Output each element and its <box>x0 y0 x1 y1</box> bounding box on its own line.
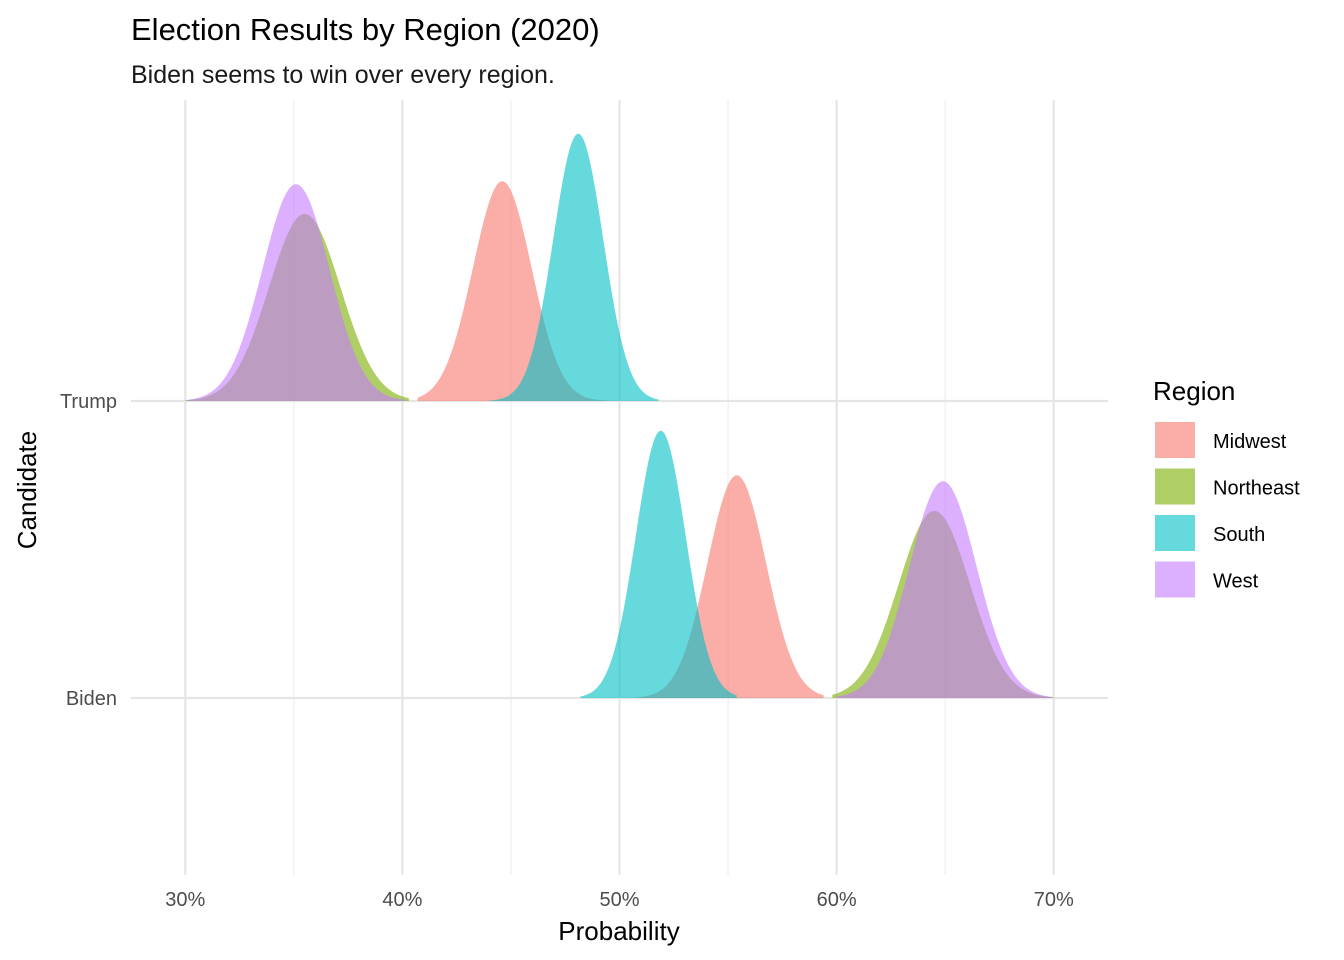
legend: Region Midwest Northeast South West <box>1153 376 1300 598</box>
x-axis-title: Probability <box>558 916 679 946</box>
density-west-trump <box>187 184 405 401</box>
x-tick-labels: 30% 40% 50% 60% 70% <box>165 889 1074 911</box>
density-south-biden <box>580 430 737 698</box>
density-ridges <box>185 133 1054 698</box>
density-south-trump <box>489 133 659 401</box>
x-tick-label: 30% <box>165 889 205 911</box>
legend-label-west: West <box>1213 571 1259 593</box>
density-west-biden <box>836 481 1052 698</box>
x-tick-label: 40% <box>382 889 422 911</box>
y-tick-labels: Trump Biden <box>60 391 117 710</box>
y-tick-label: Biden <box>66 688 117 710</box>
legend-label-northeast: Northeast <box>1213 478 1300 500</box>
chart-subtitle: Biden seems to win over every region. <box>131 61 555 89</box>
x-tick-label: 50% <box>599 889 639 911</box>
legend-key-south <box>1155 515 1195 551</box>
y-axis-title: Candidate <box>12 431 42 550</box>
legend-label-south: South <box>1213 524 1265 546</box>
x-tick-label: 70% <box>1034 889 1074 911</box>
x-tick-label: 60% <box>817 889 857 911</box>
density-midwest-trump <box>417 181 609 401</box>
legend-label-midwest: Midwest <box>1213 431 1287 453</box>
legend-key-midwest <box>1155 422 1195 458</box>
y-tick-label: Trump <box>60 391 117 413</box>
legend-title: Region <box>1153 376 1235 406</box>
legend-key-northeast <box>1155 468 1195 505</box>
grid <box>131 100 1108 875</box>
chart-title: Election Results by Region (2020) <box>131 12 600 47</box>
legend-key-west <box>1155 561 1195 598</box>
density-midwest-biden <box>636 475 824 698</box>
